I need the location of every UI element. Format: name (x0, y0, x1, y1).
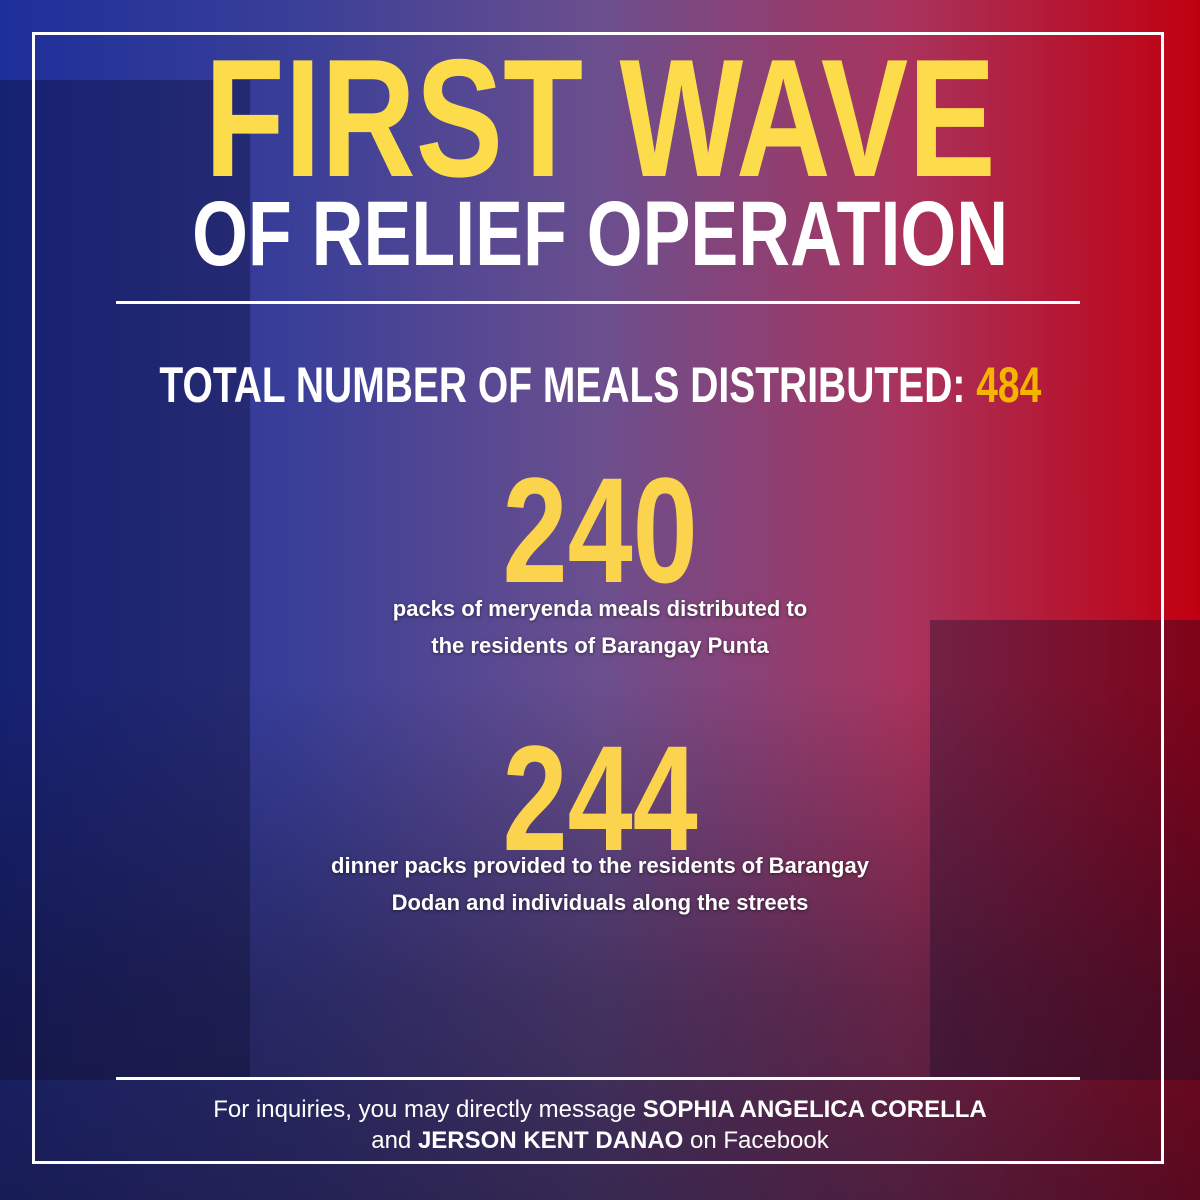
item-desc-line: the residents of Barangay Punta (431, 633, 769, 658)
footer-line: For inquiries, you may directly message … (0, 1094, 1200, 1125)
item-number-wrap: 240 (0, 446, 1200, 614)
item-number-wrap: 244 (0, 714, 1200, 882)
total-label: TOTAL NUMBER OF MEALS DISTRIBUTED: (159, 357, 966, 413)
subtitle: OF RELIEF OPERATION (192, 183, 1008, 285)
divider (116, 1077, 1080, 1080)
total-value: 484 (975, 357, 1041, 413)
background-shade (0, 680, 1200, 1200)
item-desc-line: packs of meryenda meals distributed to (392, 596, 808, 621)
footer-text: on Facebook (683, 1127, 829, 1154)
item-desc: dinner packs provided to the residents o… (0, 847, 1200, 921)
footer-name: JERSON KENT DANAO (417, 1127, 684, 1154)
title: FIRST WAVE (204, 24, 996, 212)
footer-text: and (371, 1127, 418, 1154)
footer-name: SOPHIA ANGELICA CORELLA (642, 1096, 987, 1123)
title-wrap: FIRST WAVE (0, 24, 1200, 212)
subtitle-wrap: OF RELIEF OPERATION (0, 183, 1200, 285)
frame (32, 32, 1164, 1164)
footer-text: For inquiries, you may directly message (213, 1096, 643, 1123)
item-number: 244 (502, 714, 698, 882)
footer: For inquiries, you may directly message … (0, 1094, 1200, 1156)
item-desc: packs of meryenda meals distributed to t… (0, 590, 1200, 664)
item-desc-line: Dodan and individuals along the streets (391, 890, 809, 915)
item-number: 240 (502, 446, 698, 614)
item-desc-line: dinner packs provided to the residents o… (331, 853, 869, 878)
footer-line: and JERSON KENT DANAO on Facebook (0, 1125, 1200, 1156)
total-wrap: TOTAL NUMBER OF MEALS DISTRIBUTED: 484 (0, 360, 1200, 410)
divider (116, 301, 1080, 304)
